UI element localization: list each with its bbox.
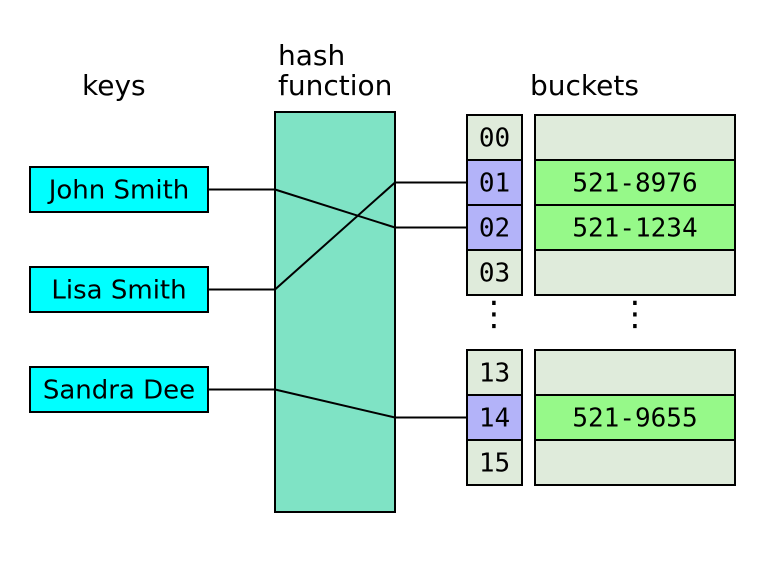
header-hash-line-1: function [278,69,392,102]
bucket-index-label-00: 00 [479,124,510,154]
vdots-idx: ⋮ [477,294,511,334]
header-keys: keys [82,69,146,102]
bucket-value-label-14: 521-9655 [572,404,697,434]
key-label-0: John Smith [47,176,190,206]
bucket-index-label-02: 02 [479,214,510,244]
bucket-index-label-15: 15 [479,449,510,479]
bucket-value-13 [535,350,735,395]
bucket-index-label-01: 01 [479,169,510,199]
vdots-val: ⋮ [618,294,652,334]
bucket-value-label-02: 521-1234 [572,214,697,244]
bucket-value-00 [535,115,735,160]
header-hash-line-0: hash [278,39,345,72]
bucket-index-label-03: 03 [479,259,510,289]
key-label-1: Lisa Smith [51,276,186,306]
bucket-index-label-13: 13 [479,359,510,389]
bucket-index-label-14: 14 [479,404,510,434]
bucket-value-15 [535,440,735,485]
bucket-value-03 [535,250,735,295]
key-label-2: Sandra Dee [43,376,195,406]
hash-diagram: keys hashfunction buckets 00 01 521-8976 02 521… [0,0,773,565]
hash-box [275,112,395,512]
header-buckets: buckets [530,69,639,102]
bucket-value-label-01: 521-8976 [572,169,697,199]
